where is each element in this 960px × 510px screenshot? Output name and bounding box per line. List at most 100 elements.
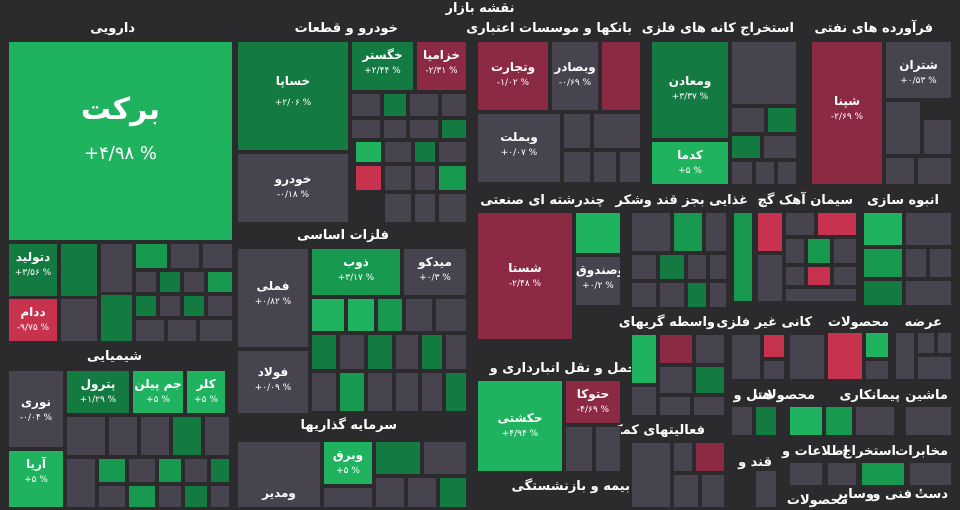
stock-tile[interactable] bbox=[631, 254, 657, 280]
stock-tile-kalr[interactable]: کلر +۵ % bbox=[186, 370, 226, 414]
stock-tile[interactable] bbox=[441, 93, 467, 117]
stock-tile[interactable] bbox=[733, 212, 753, 302]
stock-tile[interactable] bbox=[445, 372, 467, 412]
stock-tile[interactable] bbox=[384, 165, 412, 191]
stock-tile[interactable] bbox=[563, 151, 591, 183]
stock-tile[interactable] bbox=[66, 458, 96, 508]
stock-tile[interactable] bbox=[565, 426, 593, 472]
stock-tile-vmaaden[interactable]: ومعادن +۳/۳۷ % bbox=[651, 41, 729, 139]
stock-tile[interactable] bbox=[351, 119, 381, 139]
stock-tile-khzamia[interactable]: خزامیا -۲/۳۱ % bbox=[416, 41, 467, 91]
stock-tile-shasta[interactable]: شستا -۲/۴۸ % bbox=[477, 212, 573, 340]
stock-tile-jampilen[interactable]: جم پیلن +۵ % bbox=[132, 370, 184, 414]
stock-tile[interactable] bbox=[183, 271, 205, 293]
stock-tile[interactable] bbox=[202, 243, 233, 269]
stock-tile[interactable] bbox=[355, 141, 382, 163]
stock-tile[interactable] bbox=[905, 280, 952, 306]
stock-tile[interactable] bbox=[825, 406, 853, 436]
stock-tile[interactable] bbox=[435, 298, 467, 332]
stock-tile-vtejarat[interactable]: وتجارت -۱/۰۲ % bbox=[477, 41, 549, 111]
stock-tile[interactable] bbox=[184, 485, 208, 508]
stock-tile[interactable] bbox=[673, 212, 703, 252]
stock-tile[interactable] bbox=[66, 416, 106, 456]
stock-tile[interactable] bbox=[172, 416, 202, 456]
stock-tile[interactable] bbox=[865, 360, 889, 380]
stock-tile[interactable] bbox=[445, 334, 467, 370]
stock-tile-hkeshti[interactable]: حکشتی +۴/۹۴ % bbox=[477, 380, 563, 472]
stock-tile-vbmellat[interactable]: وبملت +۰/۰۷ % bbox=[477, 113, 561, 183]
stock-tile-ddam[interactable]: ددام -۹/۷۵ % bbox=[8, 298, 58, 342]
stock-tile[interactable] bbox=[701, 474, 725, 508]
stock-tile-khegostar[interactable]: خگستر +۲/۴۴ % bbox=[351, 41, 414, 91]
stock-tile[interactable] bbox=[631, 334, 657, 384]
stock-tile[interactable] bbox=[833, 238, 857, 264]
stock-tile[interactable] bbox=[757, 212, 783, 252]
stock-tile[interactable] bbox=[383, 93, 407, 117]
stock-tile[interactable] bbox=[159, 271, 181, 293]
stock-tile[interactable] bbox=[917, 332, 935, 354]
stock-tile[interactable] bbox=[601, 41, 641, 111]
stock-tile-zob[interactable]: ذوب +۳/۱۷ % bbox=[311, 248, 401, 296]
stock-tile[interactable] bbox=[210, 485, 230, 508]
stock-tile-kdama[interactable]: کدما +۵ % bbox=[651, 141, 729, 185]
stock-tile-foolad[interactable]: فولاد +۰/۰۹ % bbox=[237, 350, 309, 414]
stock-tile[interactable] bbox=[909, 462, 952, 486]
stock-tile[interactable] bbox=[405, 298, 433, 332]
stock-tile-khsapa[interactable]: خساپا +۲/۰۶ % bbox=[237, 41, 349, 151]
stock-tile[interactable] bbox=[731, 161, 753, 185]
stock-tile[interactable] bbox=[673, 474, 699, 508]
stock-tile[interactable] bbox=[763, 334, 785, 358]
stock-tile[interactable] bbox=[755, 470, 777, 508]
stock-tile-shetran[interactable]: شتران +۰/۵۳ % bbox=[885, 41, 952, 99]
stock-tile[interactable] bbox=[863, 280, 903, 306]
stock-tile[interactable] bbox=[731, 334, 761, 380]
stock-tile[interactable] bbox=[159, 295, 181, 317]
stock-tile[interactable] bbox=[135, 271, 157, 293]
stock-tile[interactable] bbox=[789, 406, 823, 436]
stock-tile[interactable] bbox=[170, 243, 200, 269]
stock-tile[interactable] bbox=[100, 243, 133, 293]
stock-tile[interactable] bbox=[135, 295, 157, 317]
stock-tile[interactable] bbox=[923, 119, 952, 155]
stock-tile[interactable] bbox=[777, 161, 797, 185]
stock-tile[interactable] bbox=[339, 334, 365, 370]
stock-tile[interactable] bbox=[687, 254, 707, 280]
stock-tile[interactable] bbox=[659, 282, 685, 308]
stock-tile-khodro[interactable]: خودرو -۰/۱۸ % bbox=[237, 153, 349, 223]
stock-tile[interactable] bbox=[827, 462, 857, 486]
stock-tile[interactable] bbox=[323, 487, 373, 508]
stock-tile[interactable] bbox=[659, 334, 693, 364]
stock-tile[interactable] bbox=[863, 248, 903, 278]
stock-tile[interactable] bbox=[98, 485, 126, 508]
stock-tile[interactable] bbox=[763, 360, 785, 380]
stock-tile[interactable] bbox=[817, 212, 857, 236]
stock-tile[interactable] bbox=[895, 332, 915, 380]
stock-tile[interactable] bbox=[731, 406, 753, 436]
stock-tile[interactable] bbox=[785, 212, 815, 236]
stock-tile[interactable] bbox=[693, 396, 725, 416]
stock-tile[interactable] bbox=[409, 93, 439, 117]
stock-tile[interactable] bbox=[98, 458, 126, 483]
stock-tile[interactable] bbox=[917, 356, 952, 380]
stock-tile[interactable] bbox=[108, 416, 138, 456]
stock-tile-vsandoogh[interactable]: وصندوق +۰/۲ % bbox=[575, 256, 621, 306]
stock-tile[interactable] bbox=[204, 416, 230, 456]
stock-tile[interactable] bbox=[184, 458, 208, 483]
stock-tile[interactable] bbox=[695, 334, 725, 364]
stock-tile[interactable] bbox=[731, 107, 765, 133]
stock-tile[interactable] bbox=[158, 458, 182, 483]
stock-tile[interactable] bbox=[755, 161, 775, 185]
stock-tile[interactable] bbox=[210, 458, 230, 483]
stock-tile-htoka[interactable]: حتوکا -۴/۶۹ % bbox=[565, 380, 621, 424]
stock-tile-vbsader[interactable]: وبصادر -۰/۶۹ % bbox=[551, 41, 599, 111]
stock-tile[interactable] bbox=[439, 477, 467, 508]
stock-tile[interactable] bbox=[199, 319, 233, 342]
stock-tile[interactable] bbox=[384, 193, 412, 223]
stock-tile[interactable] bbox=[167, 319, 197, 342]
stock-tile[interactable] bbox=[929, 248, 952, 278]
stock-tile[interactable] bbox=[207, 271, 233, 293]
stock-tile[interactable] bbox=[100, 294, 133, 342]
stock-tile[interactable] bbox=[631, 282, 657, 308]
stock-tile-fameli[interactable]: فملی +۰/۸۲ % bbox=[237, 248, 309, 348]
stock-tile[interactable] bbox=[128, 485, 156, 508]
